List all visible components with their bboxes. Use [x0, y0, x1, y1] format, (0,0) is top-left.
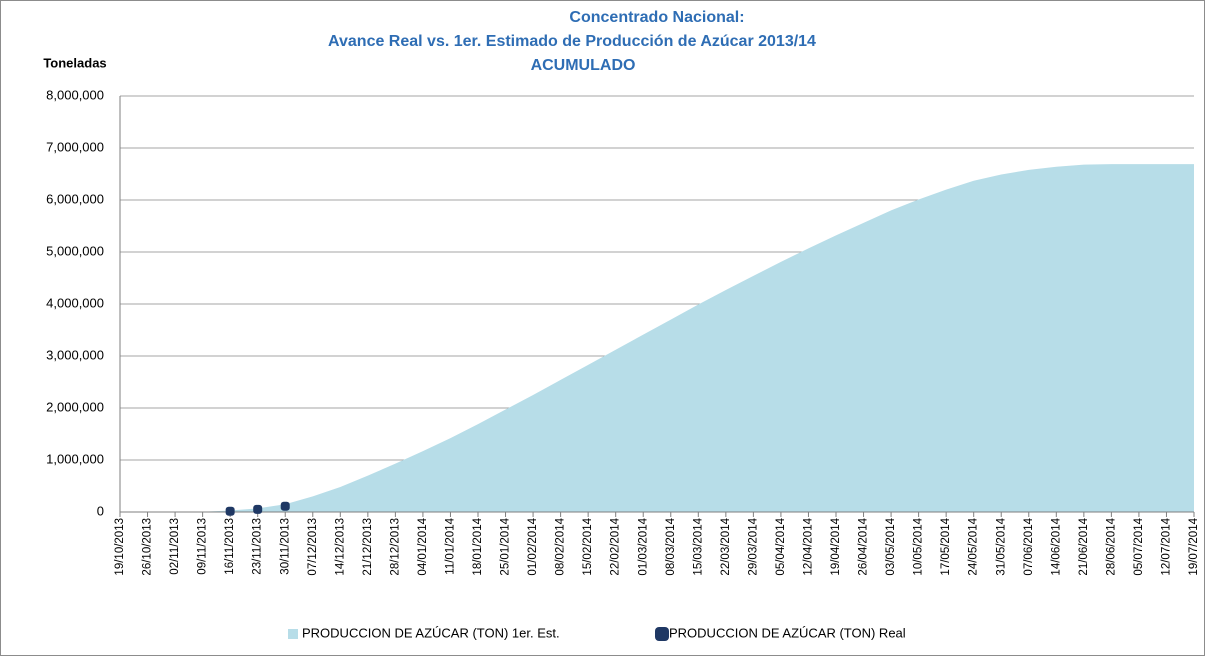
- x-tick-label: 26/10/2013: [142, 518, 154, 576]
- x-tick-label: 28/12/2013: [389, 518, 401, 576]
- x-tick-label: 17/05/2014: [940, 517, 952, 575]
- y-tick-label: 3,000,000: [46, 347, 104, 362]
- x-tick-label: 26/04/2014: [858, 517, 870, 575]
- x-tick-label: 14/06/2014: [1050, 517, 1062, 575]
- y-tick-label: 6,000,000: [46, 191, 104, 206]
- y-tick-label: 8,000,000: [46, 87, 104, 102]
- x-tick-label: 02/11/2013: [169, 518, 181, 575]
- y-tick-label: 2,000,000: [46, 399, 104, 414]
- x-tick-label: 22/02/2014: [610, 517, 622, 575]
- y-tick-label: 7,000,000: [46, 139, 104, 154]
- x-tick-label: 11/01/2014: [444, 517, 456, 574]
- x-tick-label: 29/03/2014: [747, 517, 759, 575]
- x-tick-label: 18/01/2014: [472, 517, 484, 575]
- x-tick-label: 08/02/2014: [555, 517, 567, 575]
- x-tick-label: 16/11/2013: [224, 518, 236, 575]
- x-tick-label: 25/01/2014: [500, 517, 512, 575]
- y-tick-label: 5,000,000: [46, 243, 104, 258]
- x-tick-label: 07/06/2014: [1023, 517, 1035, 575]
- x-tick-label: 07/12/2013: [307, 518, 319, 576]
- legend-swatch: [288, 629, 298, 639]
- x-tick-label: 21/06/2014: [1078, 517, 1090, 575]
- x-tick-label: 04/01/2014: [417, 517, 429, 575]
- x-tick-label: 09/11/2013: [197, 518, 209, 575]
- x-tick-label: 08/03/2014: [665, 517, 677, 575]
- x-tick-label: 03/05/2014: [885, 517, 897, 575]
- y-tick-label: 0: [97, 503, 104, 518]
- x-tick-label: 22/03/2014: [720, 517, 732, 575]
- x-tick-label: 30/11/2013: [279, 518, 291, 575]
- x-tick-label: 19/10/2013: [114, 518, 126, 576]
- x-tick-label: 15/02/2014: [582, 517, 594, 575]
- chart-title: Avance Real vs. 1er. Estimado de Producc…: [328, 33, 816, 50]
- legend-label: PRODUCCION DE AZÚCAR (TON) Real: [669, 625, 906, 640]
- x-tick-label: 01/02/2014: [527, 517, 539, 575]
- x-tick-label: 24/05/2014: [968, 517, 980, 575]
- y-tick-label: 1,000,000: [46, 451, 104, 466]
- x-tick-label: 10/05/2014: [913, 517, 925, 575]
- legend-label: PRODUCCION DE AZÚCAR (TON) 1er. Est.: [302, 625, 560, 640]
- x-tick-label: 28/06/2014: [1105, 517, 1117, 575]
- x-tick-label: 01/03/2014: [637, 517, 649, 575]
- marker: [253, 504, 263, 514]
- x-tick-label: 12/04/2014: [802, 517, 814, 575]
- x-tick-label: 19/07/2014: [1188, 517, 1200, 575]
- y-axis-label: Toneladas: [43, 55, 106, 70]
- x-tick-label: 15/03/2014: [692, 517, 704, 575]
- x-tick-label: 23/11/2013: [252, 518, 264, 575]
- x-tick-label: 21/12/2013: [362, 518, 374, 576]
- chart-title: Concentrado Nacional:: [569, 9, 744, 26]
- x-tick-label: 05/07/2014: [1133, 517, 1145, 575]
- x-tick-label: 05/04/2014: [775, 517, 787, 575]
- legend-swatch: [655, 627, 669, 641]
- marker: [225, 506, 235, 516]
- marker: [280, 501, 290, 511]
- area: [120, 164, 1194, 512]
- x-tick-label: 14/12/2013: [334, 518, 346, 576]
- y-tick-label: 4,000,000: [46, 295, 104, 310]
- x-tick-label: 31/05/2014: [995, 517, 1007, 575]
- chart-title: ACUMULADO: [531, 57, 636, 74]
- x-tick-label: 19/04/2014: [830, 517, 842, 575]
- x-tick-label: 12/07/2014: [1160, 517, 1172, 575]
